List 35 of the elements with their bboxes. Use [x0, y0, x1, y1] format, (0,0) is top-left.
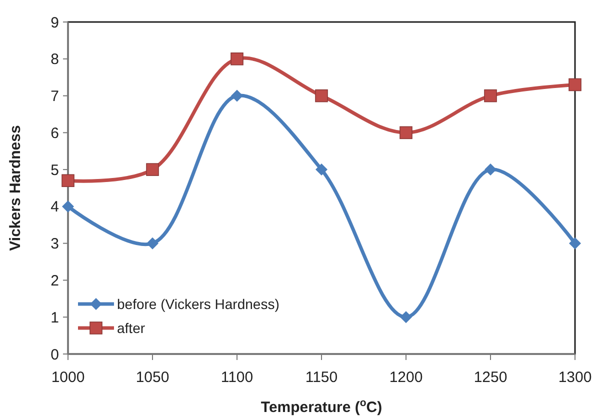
x-tick-label: 1150 [305, 369, 338, 386]
y-tick-label: 3 [50, 236, 59, 253]
y-tick-label: 9 [50, 14, 59, 32]
point [400, 311, 412, 324]
y-tick-label: 1 [50, 309, 59, 326]
y-tick-label: 0 [50, 346, 59, 364]
y-tick-label: 5 [50, 162, 59, 179]
y-tick-label: 6 [50, 124, 59, 142]
x-tick-label: 1000 [51, 369, 85, 386]
y-tick-label: 7 [50, 88, 59, 106]
point [231, 90, 243, 102]
point [146, 163, 159, 176]
x-tick-label: 1100 [220, 369, 254, 386]
point [568, 78, 582, 92]
y-axis-title: Vickers Hardness [7, 125, 24, 251]
point [484, 89, 497, 102]
point [569, 237, 581, 250]
x-axis-title: Temperature ($^{o}$C) [260, 397, 382, 416]
x-tick-label: 1250 [474, 369, 508, 386]
y-tick-label: 8 [50, 51, 59, 68]
point [62, 174, 74, 188]
legend-label: before (Vickers Hardness) [117, 296, 280, 312]
point [146, 237, 158, 250]
point [62, 200, 74, 212]
x-tick-label: 1050 [136, 369, 170, 386]
y-tick-label: 2 [50, 272, 59, 290]
point [484, 164, 496, 176]
x-tick-label: 1200 [389, 369, 423, 386]
x-tick-label: 1300 [558, 369, 592, 386]
legend-label: after [117, 320, 146, 336]
point [316, 164, 328, 176]
point [315, 89, 328, 102]
point [400, 126, 412, 140]
point [230, 52, 244, 66]
y-tick-label: 4 [50, 198, 59, 216]
